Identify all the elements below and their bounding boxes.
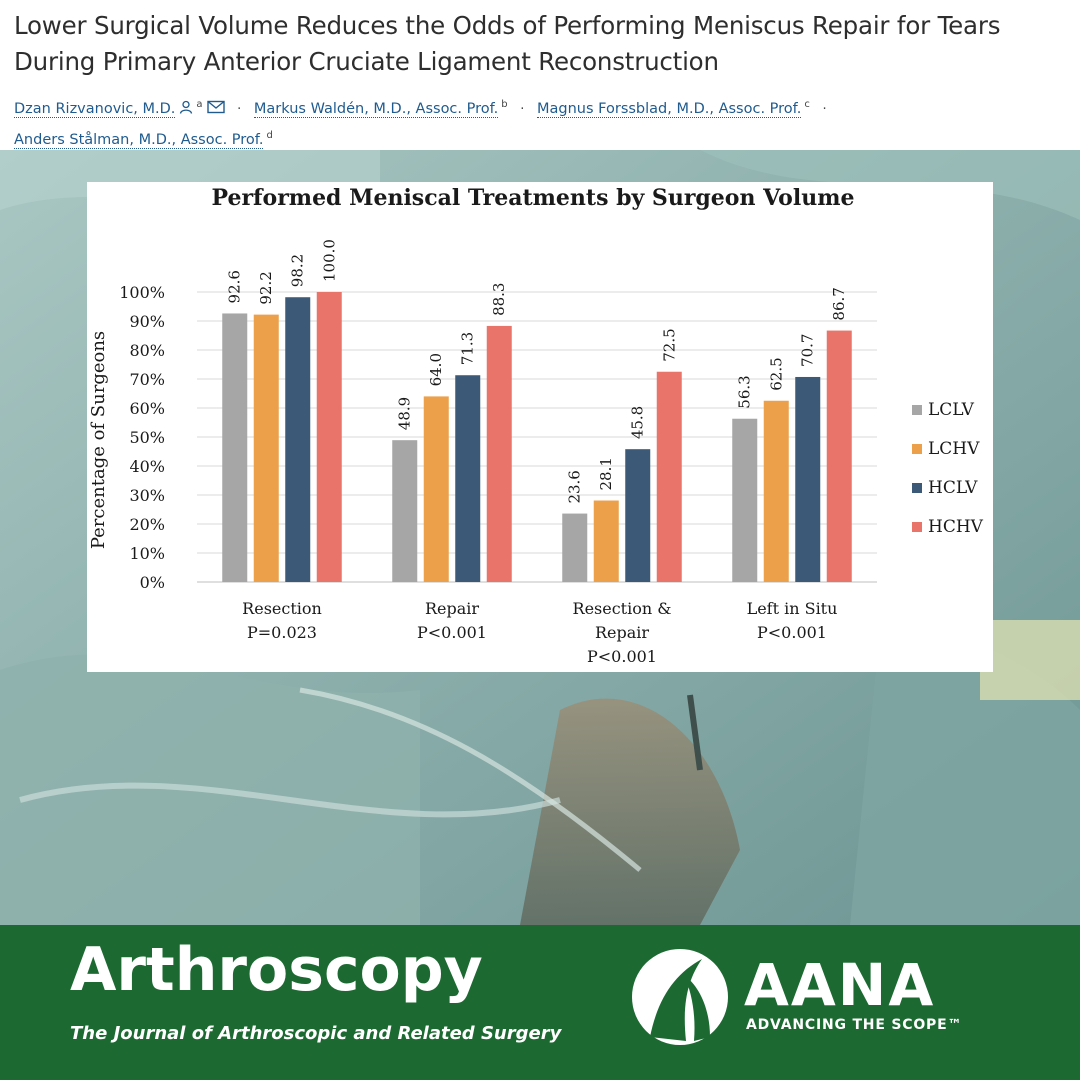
author-separator: ·	[520, 101, 525, 117]
bar-lchv	[253, 314, 279, 582]
data-label: 98.2	[289, 254, 307, 287]
category-label: Resection	[242, 599, 322, 618]
author-link-2[interactable]: Markus Waldén, M.D., Assoc. Prof.	[253, 100, 499, 118]
bar-lchv	[593, 500, 619, 582]
journal-subtitle: The Journal of Arthroscopic and Related …	[70, 1023, 562, 1044]
bar-hclv	[455, 375, 481, 582]
data-label: 64.0	[427, 353, 445, 386]
y-tick-label: 20%	[129, 515, 165, 534]
bar-hchv	[826, 330, 852, 582]
data-label: 100.0	[320, 239, 338, 282]
data-label: 48.9	[396, 397, 414, 430]
bar-hclv	[285, 297, 311, 582]
author-separator: ·	[822, 101, 827, 117]
category-label: Repair	[595, 623, 649, 642]
legend-swatch	[912, 444, 922, 454]
legend-label: HCHV	[928, 517, 984, 537]
y-tick-label: 50%	[129, 428, 165, 447]
category-label: P=0.023	[247, 623, 317, 642]
author-separator: ·	[237, 101, 242, 117]
legend: LCLV LCHV HCLV HCHV	[912, 400, 984, 537]
legend-swatch	[912, 405, 922, 415]
data-label: 71.3	[459, 332, 477, 365]
y-tick-label: 80%	[129, 341, 165, 360]
affiliation-mark-1[interactable]: a	[196, 99, 203, 110]
bar-hchv	[656, 371, 682, 582]
person-icon[interactable]	[179, 97, 193, 123]
aana-logo-icon	[632, 949, 728, 1045]
legend-swatch	[912, 483, 922, 493]
bars	[222, 292, 852, 582]
data-label: 92.2	[257, 271, 275, 304]
data-label: 28.1	[597, 457, 615, 490]
y-tick-label: 30%	[129, 486, 165, 505]
bar-lchv	[763, 400, 789, 582]
journal-footer: Arthroscopy The Journal of Arthroscopic …	[0, 925, 1080, 1080]
data-label: 92.6	[226, 270, 244, 303]
bar-lclv	[562, 513, 588, 582]
article-title: Lower Surgical Volume Reduces the Odds o…	[14, 11, 1001, 76]
legend-label: LCHV	[928, 439, 980, 459]
bar-hchv	[316, 292, 342, 582]
bar-hclv	[795, 376, 821, 582]
data-label: 72.5	[660, 328, 678, 361]
category-label: Repair	[425, 599, 479, 618]
bar-hchv	[486, 325, 512, 582]
chart-card: Performed Meniscal Treatments by Surgeon…	[87, 182, 993, 672]
bar-lchv	[423, 396, 449, 582]
data-label: 62.5	[767, 357, 785, 390]
bar-chart: Performed Meniscal Treatments by Surgeon…	[88, 185, 984, 666]
bar-lclv	[732, 418, 758, 582]
affiliation-mark-3[interactable]: c	[804, 99, 810, 110]
gridlines	[197, 291, 877, 583]
author-link-1[interactable]: Dzan Rizvanovic, M.D.	[14, 100, 176, 118]
category-label: P<0.001	[417, 623, 487, 642]
affiliation-mark-2[interactable]: b	[501, 99, 508, 110]
data-label: 23.6	[566, 470, 584, 503]
data-label: 56.3	[736, 375, 754, 408]
y-tick-label: 100%	[119, 283, 165, 302]
y-axis-label: Percentage of Surgeons	[88, 331, 109, 549]
data-label: 45.8	[629, 406, 647, 439]
category-label: Resection &	[573, 599, 672, 618]
data-label: 88.3	[490, 283, 508, 316]
affiliation-mark-4[interactable]: d	[266, 129, 273, 141]
article-header: Lower Surgical Volume Reduces the Odds o…	[0, 0, 1080, 150]
y-tick-label: 40%	[129, 457, 165, 476]
journal-logo-text: Arthroscopy	[70, 935, 483, 1005]
category-label: P<0.001	[587, 647, 657, 666]
category-label: Left in Situ	[747, 599, 838, 618]
envelope-icon[interactable]	[206, 97, 225, 123]
y-tick-label: 90%	[129, 312, 165, 331]
legend-label: HCLV	[928, 478, 978, 498]
author-list: Dzan Rizvanovic, M.D. a · Markus Waldén, …	[14, 92, 1068, 153]
category-label: P<0.001	[757, 623, 827, 642]
bar-lclv	[392, 440, 418, 582]
legend-swatch	[912, 522, 922, 532]
aana-logo-text: AANA	[744, 951, 936, 1019]
y-tick-label: 0%	[140, 573, 165, 592]
author-link-4[interactable]: Anders Stålman, M.D., Assoc. Prof.	[14, 131, 264, 149]
y-tick-label: 10%	[129, 544, 165, 563]
bar-lclv	[222, 313, 248, 582]
bar-hclv	[625, 449, 651, 582]
y-tick-label: 70%	[129, 370, 165, 389]
legend-label: LCLV	[928, 400, 975, 420]
data-labels: 92.6 92.2 98.2 100.0 48.9 64.0 71.3 88.3 23.6 28.…	[226, 239, 849, 504]
y-axis-ticks: 0% 10% 20% 30% 40% 50% 60% 70% 80% 90% 100%	[119, 283, 165, 592]
category-labels: Resection P=0.023 Repair P<0.001 Resection &…	[242, 599, 837, 666]
data-label: 70.7	[799, 334, 817, 367]
y-tick-label: 60%	[129, 399, 165, 418]
author-link-3[interactable]: Magnus Forssblad, M.D., Assoc. Prof.	[537, 100, 802, 118]
chart-title: Performed Meniscal Treatments by Surgeon…	[212, 185, 855, 211]
aana-tagline: ADVANCING THE SCOPE™	[746, 1017, 963, 1033]
data-label: 86.7	[830, 287, 848, 320]
